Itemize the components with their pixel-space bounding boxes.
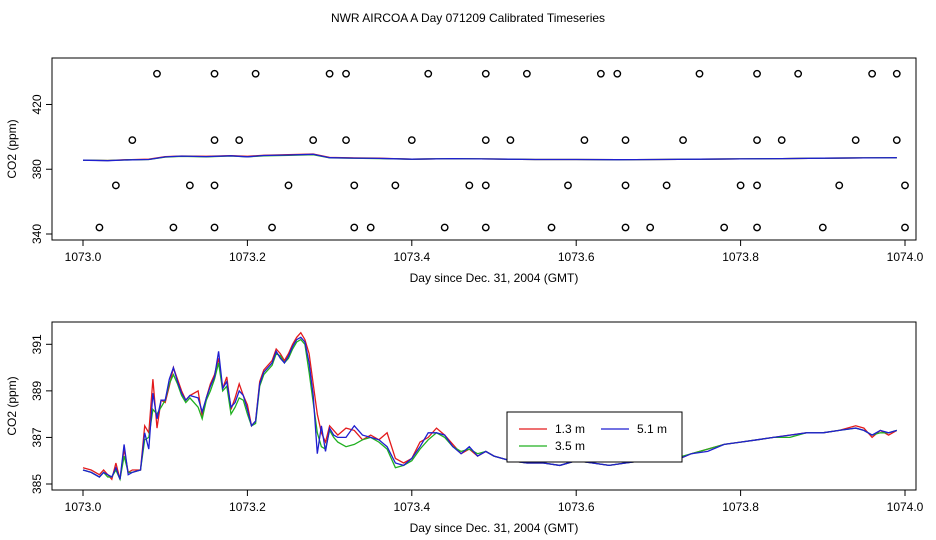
calibration-point — [111, 181, 120, 190]
calibration-point — [325, 69, 334, 78]
calibration-point — [753, 136, 761, 144]
calibration-point — [366, 223, 375, 232]
chart-title: NWR AIRCOA A Day 071209 Calibrated Times… — [331, 11, 605, 25]
legend-label: 1.3 m — [555, 422, 585, 436]
calibration-point — [153, 69, 161, 78]
calibration-panel: 1073.0 1073.2 1073.4 1073.6 1073.8 1074.0 340 3… — [5, 57, 924, 285]
x-tick-label: 1073.8 — [722, 250, 759, 264]
calibration-point — [481, 181, 490, 190]
calibration-point — [753, 69, 761, 78]
calibration-point — [901, 223, 909, 232]
calibration-point — [465, 181, 474, 190]
calibration-point — [596, 69, 605, 78]
calibration-point — [424, 69, 433, 78]
calibration-point — [210, 181, 219, 190]
calibration-point — [695, 69, 704, 78]
calibration-point — [662, 181, 671, 190]
calibration-point — [284, 181, 293, 190]
x-tick-label: 1073.4 — [393, 500, 430, 514]
calibration-point — [621, 136, 630, 144]
calibration-point — [440, 223, 449, 232]
x-tick-label: 1073.0 — [65, 250, 102, 264]
calibration-point — [818, 223, 827, 232]
calibration-point — [95, 223, 104, 232]
x-tick-label: 1073.6 — [558, 500, 595, 514]
y-tick-label: 391 — [30, 334, 44, 354]
y-axis-label: CO2 (ppm) — [5, 119, 19, 178]
x-axis-label: Day since Dec. 31, 2004 (GMT) — [410, 521, 579, 535]
y-tick-label: 420 — [30, 94, 44, 114]
calibration-point — [736, 181, 745, 190]
calibration-point — [621, 223, 630, 232]
x-tick-label: 1073.8 — [722, 500, 759, 514]
x-tick-label: 1073.4 — [393, 250, 430, 264]
series-line-3-5-m — [82, 338, 897, 482]
x-tick-label: 1074.0 — [887, 500, 924, 514]
calibration-point — [235, 136, 244, 144]
calibration-point — [128, 136, 137, 144]
x-tick-label: 1073.2 — [229, 500, 266, 514]
y-tick-label: 340 — [30, 224, 44, 244]
series-line-5-1-m — [82, 153, 897, 162]
calibration-point — [350, 223, 359, 232]
calibration-point — [753, 223, 761, 232]
calibration-point — [868, 69, 877, 78]
y-axis-label: CO2 (ppm) — [5, 376, 19, 435]
y-tick-label: 385 — [30, 474, 44, 494]
calibration-point — [892, 136, 901, 144]
x-tick-label: 1073.0 — [65, 500, 102, 514]
calibration-point — [720, 223, 729, 232]
calibration-point — [892, 69, 901, 78]
legend-label: 3.5 m — [555, 439, 585, 453]
calibration-point — [794, 69, 803, 78]
calibration-point — [679, 136, 687, 144]
calibration-point — [268, 223, 276, 232]
calibration-point — [481, 223, 490, 232]
calibration-point — [350, 181, 359, 190]
x-tick-label: 1074.0 — [887, 250, 924, 264]
y-tick-label: 389 — [30, 381, 44, 401]
calibration-point — [506, 136, 515, 144]
timeseries-panel: 1073.0 1073.2 1073.4 1073.6 1073.8 1074.0 385 3… — [5, 321, 924, 535]
calibration-point — [564, 181, 572, 190]
calibration-point — [185, 181, 194, 190]
calibration-point — [613, 69, 622, 78]
calibration-point — [621, 181, 630, 190]
x-tick-label: 1073.6 — [558, 250, 595, 264]
calibration-point — [753, 181, 761, 190]
calibration-point — [251, 69, 260, 78]
calibration-point — [407, 136, 416, 144]
x-axis-label: Day since Dec. 31, 2004 (GMT) — [410, 271, 579, 285]
calibration-point — [851, 136, 860, 144]
calibration-point — [547, 223, 556, 232]
calibration-point — [342, 69, 350, 78]
calibration-point — [777, 136, 786, 144]
calibration-point — [481, 69, 490, 78]
calibration-point — [210, 136, 219, 144]
calibration-point — [210, 69, 219, 78]
series-line-3-5-m — [82, 154, 897, 162]
calibration-point — [646, 223, 655, 232]
calibration-point — [481, 136, 490, 144]
calibration-point — [169, 223, 178, 232]
plot-frame — [51, 321, 917, 491]
calibration-point — [522, 69, 531, 78]
legend-label: 5.1 m — [637, 422, 667, 436]
y-tick-label: 387 — [30, 427, 44, 447]
plot-frame — [51, 57, 917, 241]
calibration-point — [580, 136, 589, 144]
calibration-point — [309, 136, 318, 144]
calibration-point — [901, 181, 909, 190]
legend-box — [506, 411, 683, 463]
y-tick-label: 380 — [30, 159, 44, 179]
calibration-point — [210, 223, 219, 232]
calibration-point — [391, 181, 400, 190]
calibration-point — [342, 136, 350, 144]
x-tick-label: 1073.2 — [229, 250, 266, 264]
calibration-point — [835, 181, 844, 190]
